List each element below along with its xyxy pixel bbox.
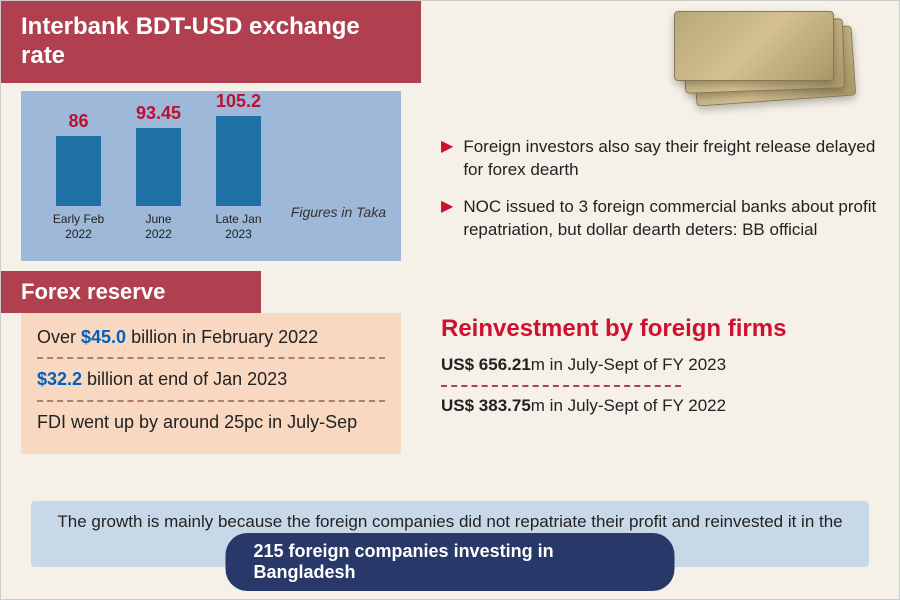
reinvestment-title: Reinvestment by foreign firms (441, 315, 879, 344)
bullet-text: Foreign investors also say their freight… (463, 136, 879, 182)
reinvest-bold: US$ 656.21 (441, 355, 531, 374)
exchange-rate-chart: 86 Early Feb 2022 93.45 June 2022 105.2 … (21, 91, 401, 261)
bar-value: 86 (68, 111, 88, 132)
forex-title-bar: Forex reserve (1, 271, 261, 313)
bar-value: 105.2 (216, 91, 261, 112)
bar-label: Late Jan 2023 (211, 212, 266, 241)
fdi-note: FDI went up by around 25pc in July-Sep (37, 410, 385, 434)
bar-label: Early Feb 2022 (51, 212, 106, 241)
title-bar: Interbank BDT-USD exchange rate (1, 1, 421, 83)
figures-note: Figures in Taka (291, 203, 386, 221)
bar-value: 93.45 (136, 103, 181, 124)
bar-item: 105.2 Late Jan 2023 (211, 91, 266, 241)
chart-title: Interbank BDT-USD exchange rate (21, 13, 401, 71)
divider (37, 357, 385, 359)
bar-label: June 2022 (131, 212, 186, 241)
bullet-arrow-icon: ▶ (441, 136, 453, 158)
bar-rect (56, 136, 101, 206)
bar-rect (216, 116, 261, 206)
reinvest-line: US$ 656.21m in July-Sept of FY 2023 (441, 354, 879, 377)
forex-line: $32.2 billion at end of Jan 2023 (37, 367, 385, 391)
bar-item: 93.45 June 2022 (131, 103, 186, 241)
forex-highlight: $32.2 (37, 369, 82, 389)
bullet-item: ▶ Foreign investors also say their freig… (441, 136, 879, 182)
reinvest-rest: m in July-Sept of FY 2023 (531, 355, 726, 374)
bullet-arrow-icon: ▶ (441, 196, 453, 218)
reinvest-rest: m in July-Sept of FY 2022 (531, 396, 726, 415)
forex-prefix: Over (37, 327, 81, 347)
bullet-item: ▶ NOC issued to 3 foreign commercial ban… (441, 196, 879, 242)
forex-suffix: billion in February 2022 (126, 327, 318, 347)
bar-rect (136, 128, 181, 206)
reinvest-bold: US$ 383.75 (441, 396, 531, 415)
money-stack-image (669, 11, 869, 121)
reinvestment-block: Reinvestment by foreign firms US$ 656.21… (441, 315, 879, 426)
forex-highlight: $45.0 (81, 327, 126, 347)
bullet-list: ▶ Foreign investors also say their freig… (441, 136, 879, 256)
reinvest-line: US$ 383.75m in July-Sept of FY 2022 (441, 395, 879, 418)
forex-box: Over $45.0 billion in February 2022 $32.… (21, 313, 401, 454)
forex-line: Over $45.0 billion in February 2022 (37, 325, 385, 349)
divider (37, 400, 385, 402)
forex-suffix: billion at end of Jan 2023 (82, 369, 287, 389)
footer-pill: 215 foreign companies investing in Bangl… (226, 533, 675, 591)
bar-item: 86 Early Feb 2022 (51, 111, 106, 241)
divider (441, 385, 681, 387)
bullet-text: NOC issued to 3 foreign commercial banks… (463, 196, 879, 242)
